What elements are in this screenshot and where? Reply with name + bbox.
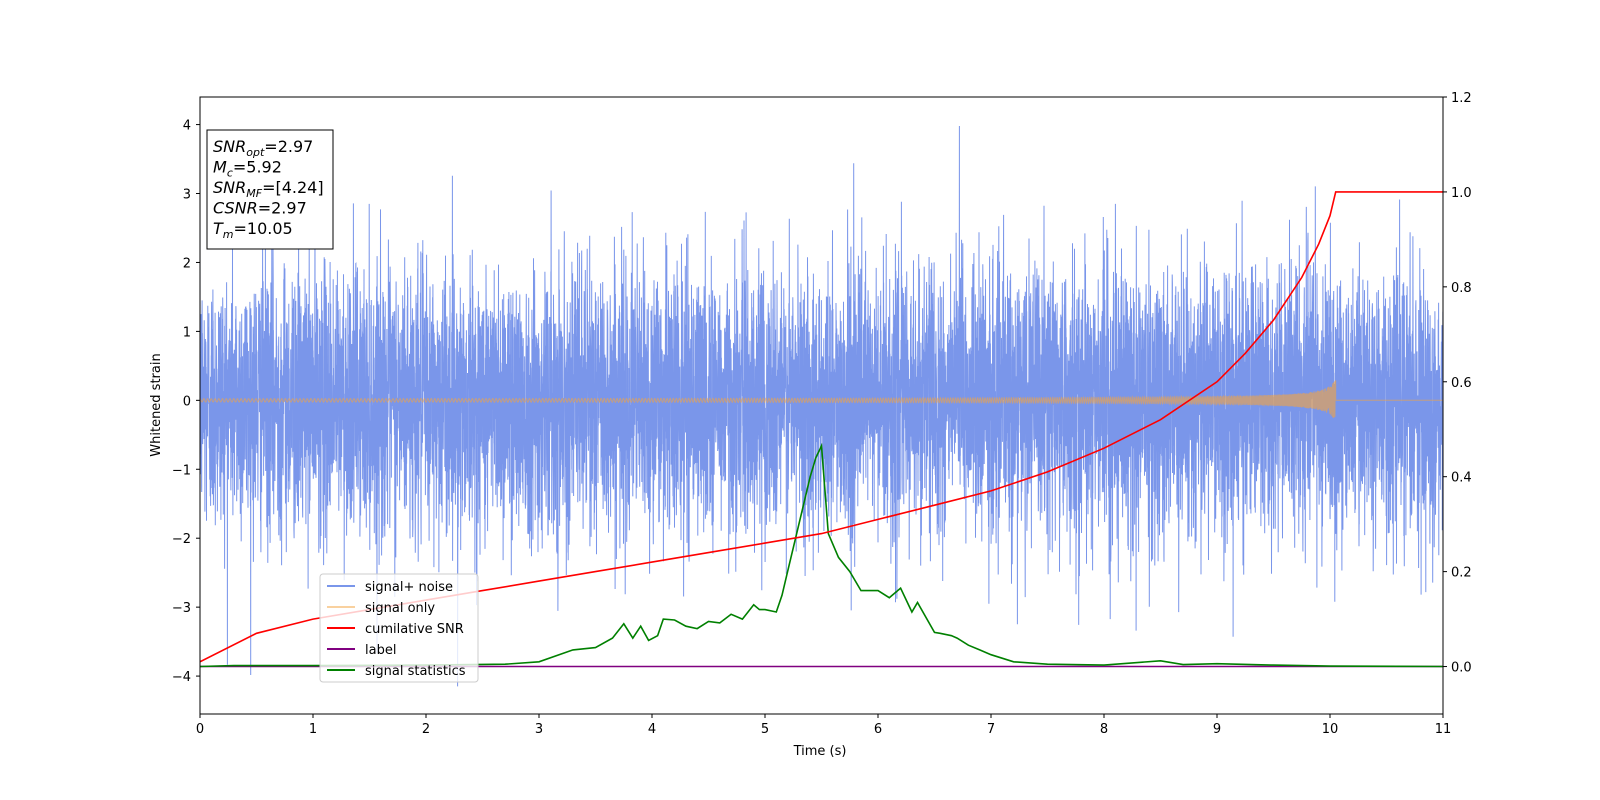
x-tick-label: 4 <box>648 722 656 737</box>
annotation-subscript: MF <box>246 187 262 200</box>
annotation-line: Tm=10.05 <box>213 219 293 241</box>
series-signal-noise <box>200 125 1443 687</box>
annotation-line: CSNR=2.97 <box>213 199 307 218</box>
annotation-symbol: CSNR <box>213 199 258 218</box>
x-tick-label: 1 <box>309 722 317 737</box>
y2-tick-label: 1.0 <box>1451 186 1472 201</box>
series-signal-only <box>200 380 1443 418</box>
annotation-subscript: c <box>227 167 233 180</box>
x-tick-label: 6 <box>874 722 882 737</box>
y2-tick-label: 1.2 <box>1451 91 1472 106</box>
annotation-line: SNRMF=[4.24] <box>213 178 324 200</box>
x-tick-label: 9 <box>1213 722 1221 737</box>
legend-entry-label: signal+ noise <box>365 580 453 595</box>
y-tick-label: 4 <box>183 119 191 134</box>
annotation-value: =[4.24] <box>262 178 324 197</box>
annotation-symbol: SNR <box>213 137 246 156</box>
annotation-value: =10.05 <box>234 219 293 238</box>
y2-tick-label: 0.6 <box>1451 376 1472 391</box>
y2-tick-label: 0.2 <box>1451 566 1472 581</box>
y-tick-label: 0 <box>183 394 191 409</box>
x-tick-label: 2 <box>422 722 430 737</box>
y-tick-label: 1 <box>183 325 191 340</box>
series-signal-statistics <box>200 442 1443 668</box>
annotation-value: =2.97 <box>264 137 313 156</box>
x-tick-label: 3 <box>535 722 543 737</box>
x-tick-label: 7 <box>987 722 995 737</box>
annotation-symbol: M <box>213 158 227 177</box>
y-tick-label: −2 <box>172 532 191 547</box>
annotation-symbol: SNR <box>213 178 246 197</box>
annotation-line: Mc=5.92 <box>213 158 282 180</box>
annotation-frame <box>206 129 334 250</box>
y2-tick-label: 0.0 <box>1451 661 1472 676</box>
y-tick-label: −1 <box>172 463 191 478</box>
y-tick-label: −4 <box>172 670 191 685</box>
annotation-subscript: opt <box>246 146 265 159</box>
y2-axis: 1.2 1.0 0.8 0.6 0.4 0.2 0.0 <box>1443 91 1472 676</box>
y-tick-label: 3 <box>183 188 191 203</box>
legend-entry-label: signal only <box>365 601 435 616</box>
x-tick-label: 8 <box>1100 722 1108 737</box>
y-axis-label: Whitened strain <box>149 353 164 456</box>
axes-frame <box>199 96 1444 715</box>
annotation-symbol: T <box>213 219 224 238</box>
x-tick-label: 0 <box>196 722 204 737</box>
x-axis: 0 1 2 3 4 5 6 7 8 9 10 11 <box>196 714 1451 737</box>
x-tick-label: 5 <box>761 722 769 737</box>
legend-entry-label: label <box>365 643 396 658</box>
annotation-value: =2.97 <box>258 199 307 218</box>
y-tick-label: −3 <box>172 601 191 616</box>
y2-tick-label: 0.4 <box>1451 471 1472 486</box>
legend-entry-label: signal statistics <box>365 664 466 679</box>
legend-entry-label: cumilative SNR <box>365 622 464 637</box>
legend: signal+ noise signal only cumilative SNR la… <box>319 573 479 683</box>
y2-tick-label: 0.8 <box>1451 281 1472 296</box>
x-tick-label: 11 <box>1435 722 1452 737</box>
x-tick-label: 10 <box>1322 722 1339 737</box>
legend-frame <box>319 573 479 683</box>
x-axis-label: Time (s) <box>793 744 847 759</box>
annotation-line: SNRopt=2.97 <box>213 137 313 159</box>
y-axis: 4 3 2 1 0 −1 −2 −3 −4 <box>172 119 200 685</box>
snr-annotation-box: SNRopt=2.97Mc=5.92SNRMF=[4.24]CSNR=2.97T… <box>206 129 334 250</box>
y-tick-label: 2 <box>183 256 191 271</box>
annotation-subscript: m <box>223 228 234 241</box>
annotation-value: =5.92 <box>233 158 282 177</box>
